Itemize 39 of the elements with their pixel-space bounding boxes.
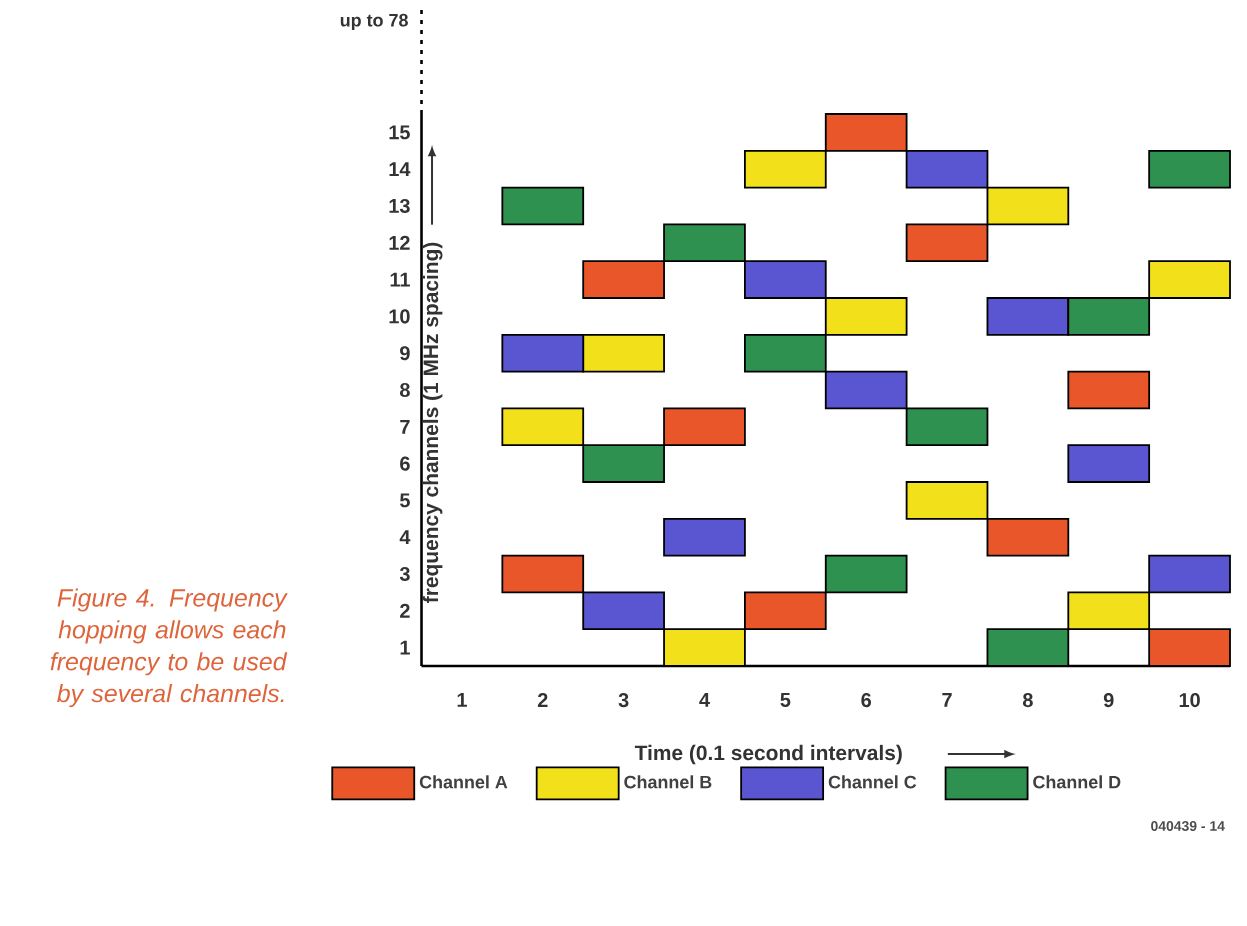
y-tick-label: 12	[389, 235, 410, 250]
x-tick-label: 8	[1022, 693, 1033, 708]
y-tick-label: 8	[400, 382, 410, 398]
x-tick-label: 2	[537, 693, 548, 707]
y-tick-label: 10	[389, 309, 410, 324]
x-tick-label: 4	[699, 693, 710, 707]
y-tick-label: 1	[400, 640, 410, 655]
x-tick-label: 9	[1103, 693, 1114, 708]
y-tick-label: 4	[399, 530, 411, 545]
legend-label: Channel C	[828, 775, 917, 789]
bar	[1148, 149, 1231, 189]
y-tick-label: 6	[400, 456, 410, 471]
bar	[1067, 370, 1151, 410]
bar	[663, 517, 746, 557]
x-tick-label: 6	[861, 693, 872, 708]
text: 040439 - 14	[1151, 821, 1225, 831]
text: up to 78	[340, 13, 408, 31]
caption: Figure 4. Frequency hopping allows each frequency to be used by several channels.	[50, 588, 288, 708]
x-tick-label: 7	[942, 693, 952, 707]
bar	[1067, 444, 1151, 483]
y-axis-title: frequency channels (1 MHz spacing)	[422, 242, 443, 603]
y-tick-label: 13	[389, 198, 410, 214]
y-tick-label: 5	[400, 493, 410, 508]
y-tick-label: 2	[400, 603, 410, 618]
x-tick-label: 5	[780, 693, 791, 707]
y-tick-label: 11	[390, 272, 410, 287]
y-tick-label: 9	[400, 346, 410, 361]
x-tick-label: 10	[1179, 693, 1200, 708]
y-tick-label: 14	[389, 162, 411, 177]
x-tick-label: 3	[618, 693, 629, 708]
legend-label: Channel A	[419, 775, 508, 789]
legend-label: Channel D	[1033, 775, 1121, 789]
bar	[501, 186, 585, 226]
x-tick-label: 1	[457, 693, 467, 707]
y-tick-label: 3	[399, 566, 410, 582]
legend-label: Channel B	[624, 775, 712, 789]
x-axis-title: Time (0.1 second intervals)	[634, 744, 902, 765]
y-tick-label: 15	[389, 125, 410, 140]
y-tick-label: 7	[400, 419, 410, 434]
